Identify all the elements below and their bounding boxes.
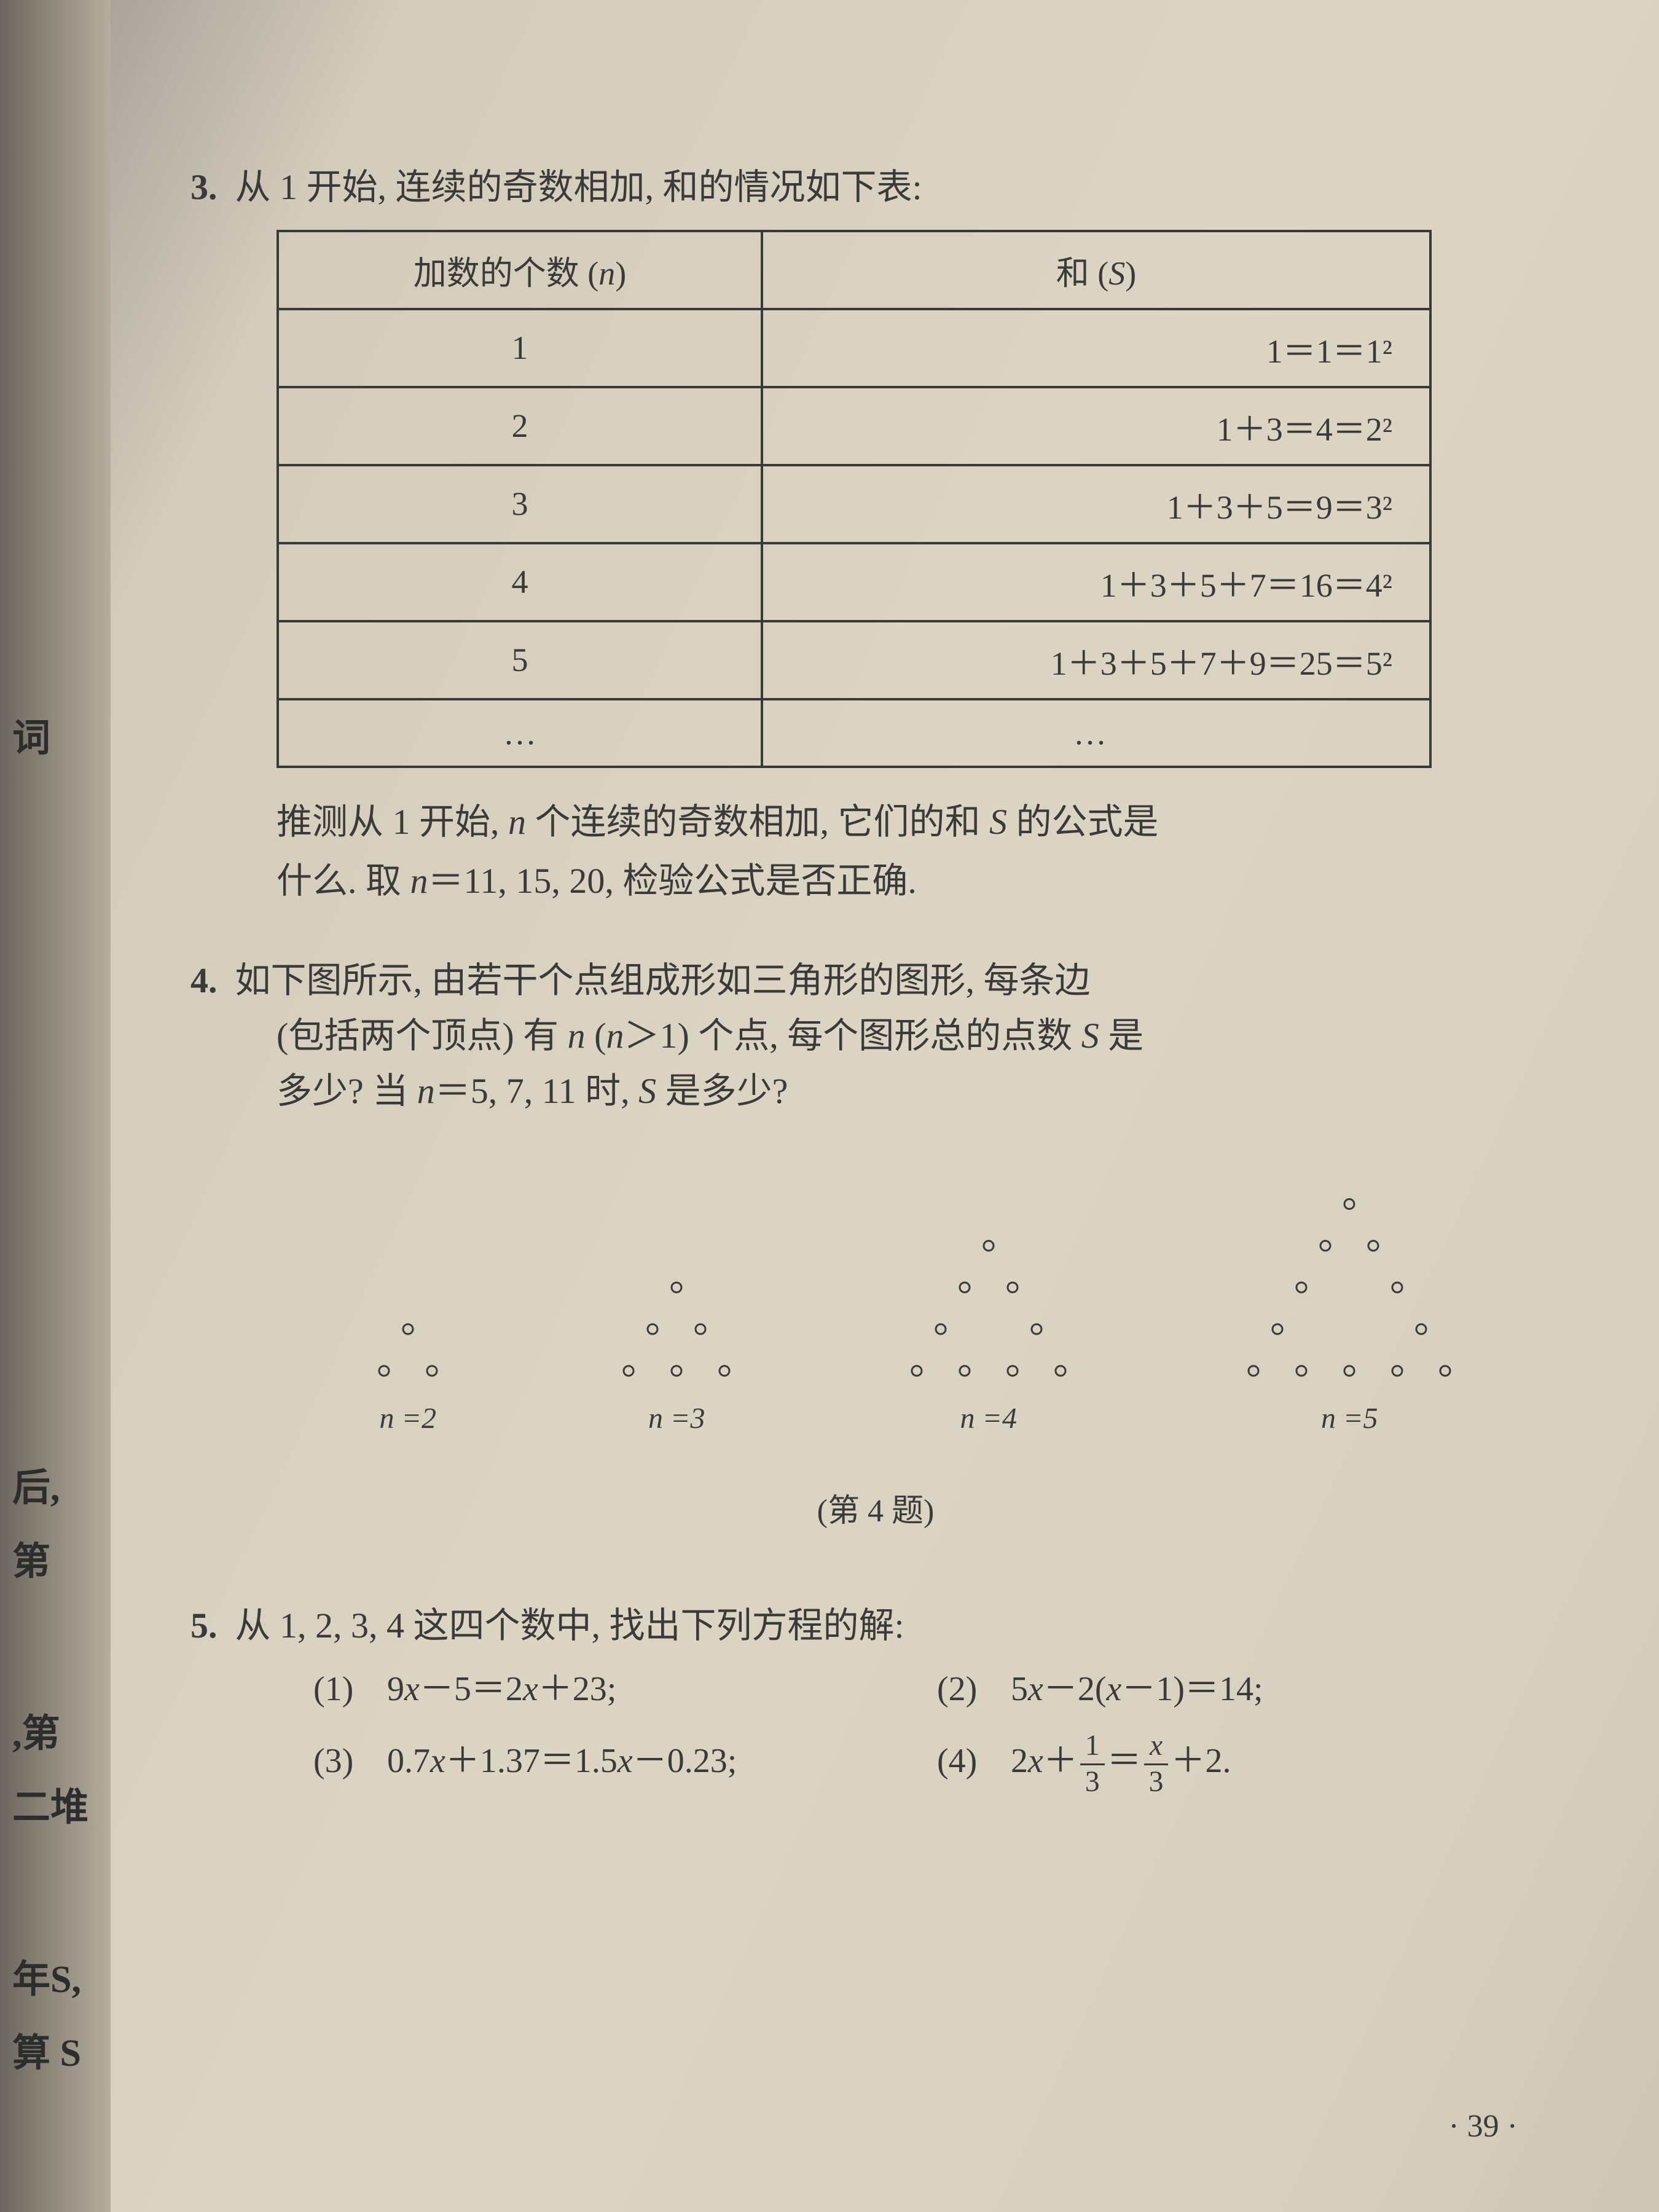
- problem-4-text1: 如下图所示, 由若干个点组成形如三角形的图形, 每条边: [235, 960, 1091, 1000]
- problem-4-line3: 多少? 当 n＝5, 7, 11 时, S 是多少?: [190, 1064, 1561, 1119]
- problem-3-intro-text: 从 1 开始, 连续的奇数相加, 和的情况如下表:: [235, 167, 922, 207]
- table-header-n: 加数的个数 (n): [278, 231, 762, 309]
- page-content: 3. 从 1 开始, 连续的奇数相加, 和的情况如下表: 加数的个数 (n) 和…: [190, 160, 1561, 1841]
- margin-fragment: 算 S: [12, 2022, 81, 2077]
- cell-n: 1: [278, 309, 762, 387]
- margin-fragment: 二堆: [12, 1776, 88, 1831]
- problem-5-intro: 5. 从 1, 2, 3, 4 这四个数中, 找出下列方程的解:: [190, 1598, 1561, 1653]
- cell-n: 2: [278, 387, 762, 465]
- table-row: ……: [278, 699, 1430, 767]
- margin-fragment: 年S,: [12, 1948, 81, 2003]
- equation-row-2: (3)0.7x＋1.37＝1.5x－0.23; (4)2x＋13＝x3＋2.: [190, 1725, 1561, 1798]
- cell-sum: 1＝1＝1²: [762, 309, 1430, 387]
- problem-5-number: 5.: [190, 1606, 218, 1645]
- triangle-svg-n2: [347, 1193, 469, 1383]
- problem-4-number: 4.: [190, 960, 218, 1000]
- triangle-svg-n5: [1220, 1193, 1478, 1383]
- margin-fragment: 词: [12, 707, 50, 762]
- equation-3: (3)0.7x＋1.37＝1.5x－0.23;: [313, 1725, 937, 1798]
- cell-n: 3: [278, 465, 762, 543]
- problem-3-after: 推测从 1 开始, n 个连续的奇数相加, 它们的和 S 的公式是 什么. 取 …: [190, 793, 1561, 910]
- table-row: 31＋3＋5＝9＝3²: [278, 465, 1430, 543]
- cell-sum: 1＋3＋5＋7＝16＝4²: [762, 543, 1430, 621]
- cell-sum: 1＋3＋5＝9＝3²: [762, 465, 1430, 543]
- cell-sum: …: [762, 699, 1430, 767]
- problem-4-caption: (第 4 题): [190, 1484, 1561, 1531]
- problem-4: 4. 如下图所示, 由若干个点组成形如三角形的图形, 每条边 (包括两个顶点) …: [190, 953, 1561, 1531]
- problem-3-after-line2: 什么. 取 n＝11, 15, 20, 检验公式是否正确.: [276, 852, 1561, 911]
- table-header-s: 和 (S): [762, 231, 1430, 309]
- margin-fragment: ,第: [12, 1702, 60, 1757]
- triangle-svg-n4: [884, 1193, 1093, 1383]
- margin-fragment: 后,: [12, 1456, 60, 1512]
- cell-n: …: [278, 699, 762, 767]
- problem-3-intro: 3. 从 1 开始, 连续的奇数相加, 和的情况如下表:: [190, 160, 1561, 215]
- cell-n: 4: [278, 543, 762, 621]
- triangle-n4: n =4: [884, 1193, 1093, 1435]
- equation-row-1: (1)9x－5＝2x＋23; (2)5x－2(x－1)＝14;: [190, 1653, 1561, 1726]
- problem-3: 3. 从 1 开始, 连续的奇数相加, 和的情况如下表: 加数的个数 (n) 和…: [190, 160, 1561, 910]
- odd-sum-table: 加数的个数 (n) 和 (S) 11＝1＝1² 21＋3＝4＝2² 31＋3＋5…: [276, 230, 1432, 768]
- cell-sum: 1＋3＋5＋7＋9＝25＝5²: [762, 621, 1430, 699]
- page-number: · 39 ·: [1448, 2108, 1518, 2144]
- problem-4-line1: 4. 如下图所示, 由若干个点组成形如三角形的图形, 每条边: [190, 953, 1561, 1008]
- triangle-n2: n =2: [347, 1193, 469, 1435]
- triangle-label-n3: n =3: [597, 1402, 756, 1435]
- cell-n: 5: [278, 621, 762, 699]
- triangle-diagram-area: n =2 n =3 n =4 n =5: [301, 1193, 1524, 1435]
- triangle-label-n2: n =2: [347, 1402, 469, 1435]
- equation-1: (1)9x－5＝2x＋23;: [313, 1653, 937, 1726]
- table-row: 21＋3＝4＝2²: [278, 387, 1430, 465]
- problem-3-after-line1: 推测从 1 开始, n 个连续的奇数相加, 它们的和 S 的公式是: [276, 793, 1561, 852]
- problem-5-intro-text: 从 1, 2, 3, 4 这四个数中, 找出下列方程的解:: [235, 1606, 904, 1645]
- triangle-n5: n =5: [1220, 1193, 1478, 1435]
- table-header-row: 加数的个数 (n) 和 (S): [278, 231, 1430, 309]
- problem-5: 5. 从 1, 2, 3, 4 这四个数中, 找出下列方程的解: (1)9x－5…: [190, 1598, 1561, 1798]
- table-row: 51＋3＋5＋7＋9＝25＝5²: [278, 621, 1430, 699]
- equation-4: (4)2x＋13＝x3＋2.: [937, 1725, 1561, 1798]
- problem-3-number: 3.: [190, 167, 218, 207]
- triangle-n3: n =3: [597, 1193, 756, 1435]
- cell-sum: 1＋3＝4＝2²: [762, 387, 1430, 465]
- table-row: 11＝1＝1²: [278, 309, 1430, 387]
- triangle-label-n4: n =4: [884, 1402, 1093, 1435]
- margin-fragment: 第: [12, 1530, 50, 1585]
- triangle-label-n5: n =5: [1220, 1402, 1478, 1435]
- equation-2: (2)5x－2(x－1)＝14;: [937, 1653, 1561, 1726]
- triangle-svg-n3: [597, 1193, 756, 1383]
- table-row: 41＋3＋5＋7＝16＝4²: [278, 543, 1430, 621]
- problem-4-line2: (包括两个顶点) 有 n (n＞1) 个点, 每个图形总的点数 S 是: [190, 1008, 1561, 1064]
